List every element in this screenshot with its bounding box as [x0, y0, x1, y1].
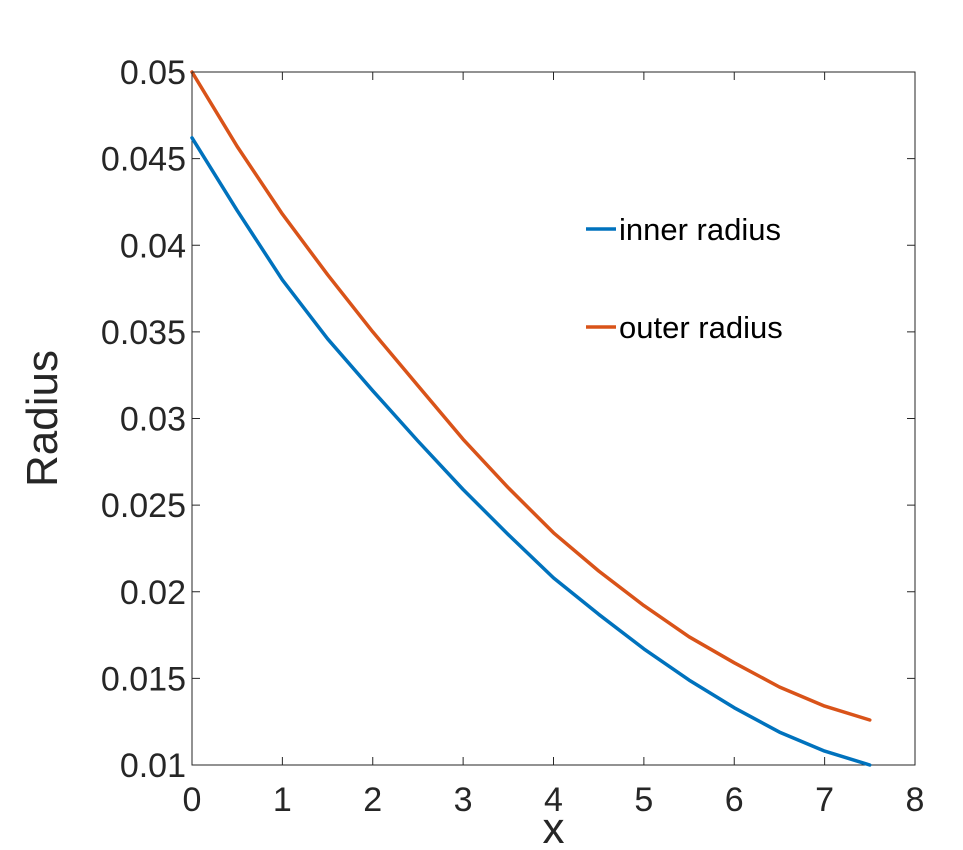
- series-line-outer-radius: [190, 70, 872, 722]
- y-tick-label: 0.015: [101, 660, 186, 698]
- series-layer: [190, 70, 872, 767]
- x-tick-label: 2: [363, 781, 382, 819]
- x-tick-label: 6: [725, 781, 744, 819]
- plot-area: [191, 71, 916, 766]
- y-axis-label: Radius: [18, 350, 67, 487]
- y-tick-label: 0.025: [101, 487, 186, 525]
- y-tick-label: 0.02: [120, 574, 186, 612]
- series-line-inner-radius: [190, 136, 872, 767]
- y-tick-label: 0.035: [101, 314, 186, 352]
- y-tick-label: 0.04: [120, 227, 186, 265]
- legend-entry: outer radius: [619, 310, 783, 345]
- legend-entry: inner radius: [619, 212, 781, 247]
- x-tick-label: 4: [544, 781, 563, 819]
- x-tick-label: 1: [273, 781, 292, 819]
- y-tick-label: 0.03: [120, 401, 186, 439]
- x-axis-label: x: [543, 804, 565, 850]
- x-tick-label: 0: [183, 781, 202, 819]
- ticks-layer: 0 1 2 3 4 5 6 7 8 0.01 0.015 0.02 0.025 0.03 0.035 0.04…: [101, 54, 925, 819]
- x-tick-label: 5: [634, 781, 653, 819]
- legend: inner radius outer radius: [586, 212, 783, 345]
- y-tick-label: 0.01: [120, 747, 186, 785]
- y-tick-label: 0.05: [120, 54, 186, 92]
- x-tick-label: 8: [906, 781, 925, 819]
- x-tick-label: 3: [454, 781, 473, 819]
- plot-frame: [191, 71, 916, 766]
- y-tick-label: 0.045: [101, 141, 186, 179]
- x-tick-label: 7: [815, 781, 834, 819]
